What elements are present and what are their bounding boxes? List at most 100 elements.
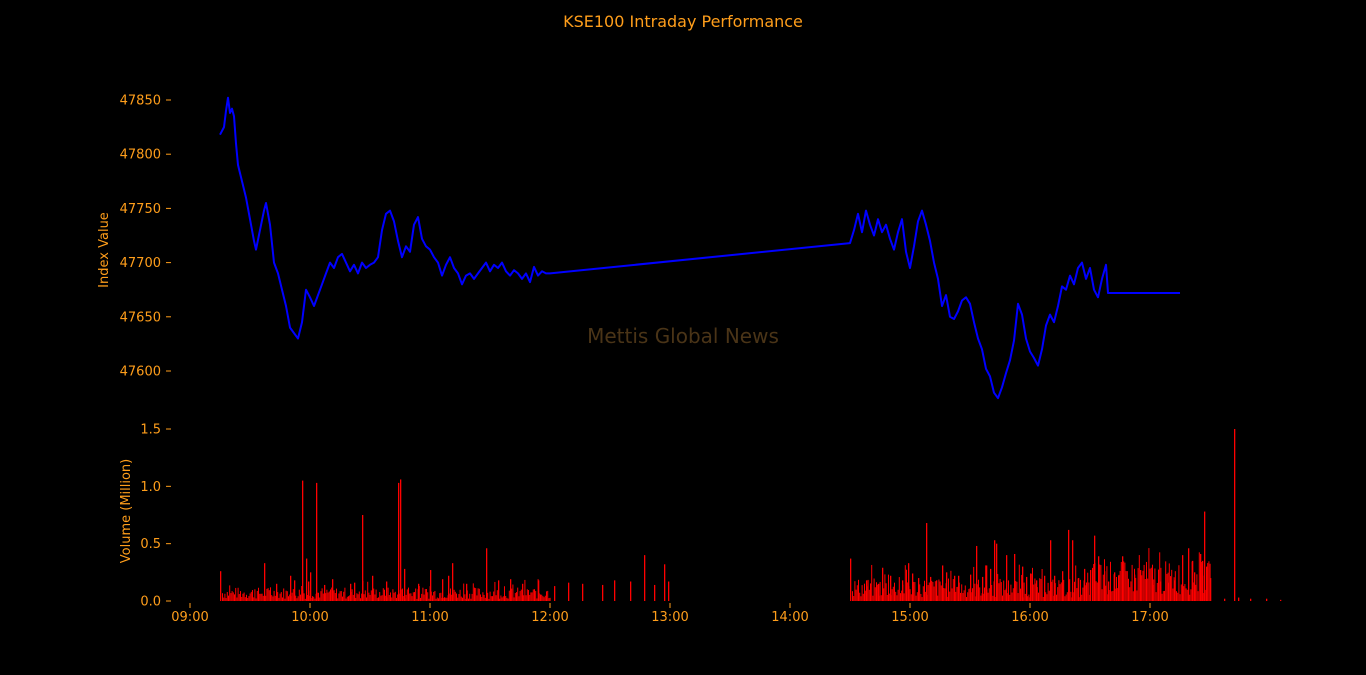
volume-bar [988,588,990,601]
volume-bar [252,590,253,601]
volume-bar [630,581,632,601]
volume-bar [433,591,435,601]
volume-bar [493,591,495,601]
volume-bar [1036,580,1038,601]
volume-bar [1010,584,1012,601]
volume-bar [382,588,384,601]
volume-bar [1140,570,1142,601]
volume-bar [998,583,1000,601]
volume-bar [1051,581,1053,601]
volume-bar [1165,561,1167,601]
volume-bar [976,545,978,601]
volume-bar [277,592,279,601]
index-value-line [219,96,1180,400]
volume-bar [549,597,551,601]
volume-bar [1048,590,1050,601]
volume-bar [535,590,537,601]
volume-bar [288,596,289,601]
volume-bar [1062,571,1064,601]
volume-bar [524,579,526,601]
volume-bar [530,592,532,601]
volume-bar [1162,591,1164,601]
volume-bar [538,580,540,601]
volume-bar [418,583,420,601]
volume-bar [249,593,251,601]
volume-bar [420,597,421,601]
volume-bar [367,581,369,601]
price-y-axis: 47600 47650 47700 47750 47800 47850 [120,94,171,380]
volume-bar [1102,574,1104,601]
volume-bar [992,595,994,601]
volume-bar [1093,564,1095,601]
volume-bar [274,595,276,601]
volume-bar [964,585,966,601]
volume-bar [1076,588,1078,601]
volume-bar [1189,594,1191,601]
volume-bar [1198,552,1200,601]
volume-bar [352,594,354,601]
volume-bar [422,587,424,601]
volume-bar [889,593,891,601]
volume-bar [1207,563,1209,601]
volume-bar [376,597,378,601]
volume-bar [242,593,244,601]
volume-bar [994,540,996,601]
volume-bar [934,581,936,601]
volume-bar [475,588,477,601]
volume-bar [484,597,486,601]
volume-bar [926,523,928,601]
volume-bar [997,573,999,601]
chart-title: KSE100 Intraday Performance [563,12,803,31]
volume-bar [394,591,396,601]
volume-bar [1126,571,1128,601]
volume-bar [226,592,228,601]
volume-bar [1120,561,1122,601]
volume-bar [1008,580,1009,601]
volume-bar [330,589,331,601]
volume-bar [850,558,852,601]
volume-bar [1099,564,1101,601]
volume-bar [366,597,367,601]
volume-bar [938,579,940,601]
volume-bar [891,589,893,601]
volume-bar [348,596,349,601]
volume-bar [483,594,485,601]
volume-bar [1088,582,1090,601]
volume-bar [531,592,533,601]
volume-bar [502,596,504,601]
volume-bar [536,598,538,601]
volume-bar [520,589,522,601]
volume-bar [454,591,456,601]
volume-bar [919,584,921,601]
volume-bar [1098,556,1100,601]
volume-bar [296,598,298,601]
volume-bar [1034,578,1036,601]
volume-bar [872,595,874,601]
volume-bar [496,590,498,601]
volume-bar [878,583,880,601]
volume-bar [985,565,987,601]
volume-bar [1156,582,1158,601]
volume-bar [380,595,382,601]
volume-bar [522,583,524,601]
volume-bar [907,582,909,601]
volume-bar [996,543,998,601]
volume-bar [885,583,887,601]
volume-bar [1161,593,1163,601]
volume-bar [1026,576,1028,601]
volume-bar [1192,560,1194,601]
volume-bar [1050,540,1052,601]
volume-bar [1172,588,1174,601]
volume-bar [931,580,933,601]
volume-bar [1054,575,1056,601]
volume-bar [1197,591,1199,601]
volume-bar [514,593,516,601]
volume-bar [526,589,528,601]
volume-bar [1194,572,1196,601]
volume-bar [456,593,457,601]
volume-bar [864,583,865,601]
volume-bar [1066,592,1068,601]
volume-bar [1176,591,1177,601]
volume-bar [946,572,948,601]
volume-bar [470,598,472,601]
